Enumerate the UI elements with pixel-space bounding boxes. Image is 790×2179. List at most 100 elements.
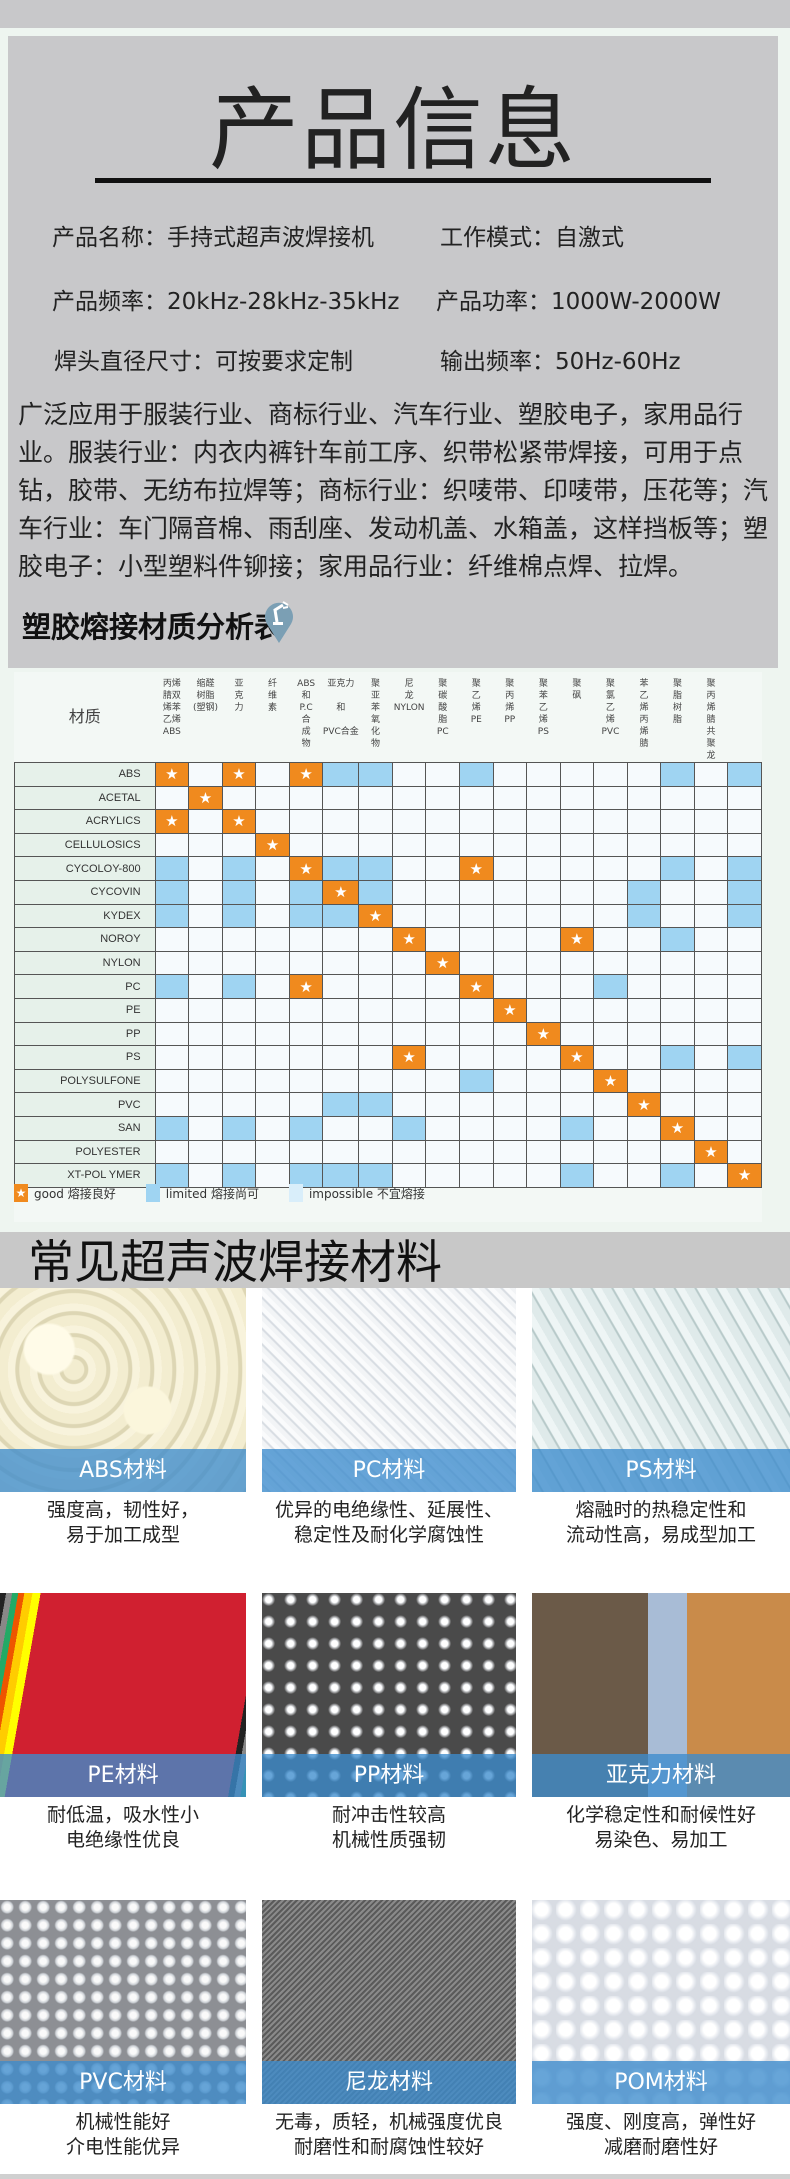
cell-impossible [526, 950, 561, 976]
cell-impossible [425, 1115, 461, 1141]
materials-heading-bar: 常见超声波焊接材料 [0, 1232, 790, 1289]
cell-impossible [526, 762, 561, 787]
row-label: PP [14, 1021, 156, 1047]
cell-limited [727, 762, 762, 787]
cell-impossible [626, 927, 662, 952]
cell-impossible [559, 856, 595, 881]
product-info-panel: 产品信息 产品名称：手持式超声波焊接机 工作模式：自激式 产品频率：20kHz-… [8, 36, 778, 668]
star-icon: ★ [436, 954, 450, 973]
material-name: PP材料 [262, 1754, 516, 1797]
cell-impossible [727, 832, 762, 858]
cell-impossible [459, 1092, 494, 1117]
row-label: NOROY [14, 927, 156, 952]
cell-impossible [593, 1092, 628, 1117]
cell-impossible [188, 927, 223, 952]
cell-limited [288, 879, 324, 905]
cell-impossible [425, 997, 461, 1023]
star-icon: ★ [299, 859, 313, 878]
column-header: 聚 碳 酸 脂 PC [425, 672, 460, 763]
cell-impossible [288, 1068, 324, 1094]
material-photo: PC材料 [262, 1288, 516, 1492]
table-row: CELLULOSICS ★ [14, 832, 762, 858]
cell-impossible [255, 879, 290, 905]
star-icon: ★ [469, 977, 483, 996]
cell-limited [358, 762, 393, 787]
cell-impossible [255, 950, 290, 976]
cell-impossible [255, 1139, 290, 1165]
cell-good: ★ [425, 950, 461, 976]
cell-impossible [358, 809, 393, 834]
cell-impossible [188, 1163, 223, 1188]
cell-impossible [492, 1045, 528, 1070]
cell-impossible [559, 903, 595, 929]
cell-impossible [526, 974, 561, 999]
cell-good: ★ [459, 974, 494, 999]
cell-impossible [693, 832, 729, 858]
cell-impossible [188, 997, 223, 1023]
cell-impossible [559, 809, 595, 834]
cell-impossible [425, 832, 461, 858]
cell-impossible [626, 1163, 662, 1188]
cell-impossible [459, 927, 494, 952]
cell-impossible [255, 809, 290, 834]
legend-label: impossible 不宜熔接 [308, 1186, 425, 1201]
cell-impossible [255, 997, 290, 1023]
cell-limited [154, 974, 190, 999]
cell-impossible [358, 785, 393, 811]
cell-limited [322, 1163, 360, 1188]
cell-impossible [255, 1163, 290, 1188]
material-description: 耐低温，吸水性小 电绝缘性优良 [46, 1804, 199, 1851]
cell-impossible [221, 1092, 257, 1117]
cell-impossible [693, 974, 729, 999]
material-description: 强度高，韧性好， 易于加工成型 [46, 1499, 199, 1546]
cell-impossible [492, 1115, 528, 1141]
cell-impossible [358, 832, 393, 858]
material-card: PC材料 优异的电绝缘性、延展性、 稳定性及耐化学腐蚀性 [262, 1288, 516, 1548]
cell-limited [154, 879, 190, 905]
cell-impossible [660, 809, 695, 834]
cell-good: ★ [255, 832, 290, 858]
cell-limited [288, 1163, 324, 1188]
cell-impossible [559, 1021, 595, 1047]
cell-impossible [425, 1139, 461, 1165]
cell-impossible [358, 997, 393, 1023]
cell-impossible [626, 950, 662, 976]
cell-impossible [188, 1045, 223, 1070]
cell-impossible [626, 1139, 662, 1165]
cell-impossible [660, 1139, 695, 1165]
cell-limited [358, 856, 393, 881]
cell-impossible [255, 927, 290, 952]
cell-impossible [459, 1115, 494, 1141]
cell-impossible [322, 1139, 360, 1165]
table-row: CYCOVIN ★ [14, 879, 762, 905]
cell-limited [727, 879, 762, 905]
material-name: 亚克力材料 [532, 1754, 790, 1797]
cell-limited [221, 856, 257, 881]
cell-impossible [221, 950, 257, 976]
cell-impossible [358, 1068, 393, 1094]
star-icon: ★ [603, 1072, 618, 1091]
cell-impossible [322, 809, 360, 834]
cell-impossible [559, 832, 595, 858]
cell-impossible [559, 974, 595, 999]
star-icon: ★ [165, 765, 179, 784]
star-icon: ★ [265, 836, 280, 855]
material-description: 耐冲击性较高 机械性质强韧 [331, 1804, 446, 1851]
column-header-extra [727, 672, 762, 763]
cell-limited [221, 974, 257, 999]
cell-impossible [526, 832, 561, 858]
cell-impossible [492, 1021, 528, 1047]
cell-impossible [221, 997, 257, 1023]
cell-impossible [626, 974, 662, 999]
cell-limited [559, 1163, 595, 1188]
cell-impossible [727, 1092, 762, 1117]
cell-impossible [459, 809, 494, 834]
material-description: 强度、刚度高，弹性好 减磨耐磨性好 [565, 2111, 756, 2158]
cell-impossible [255, 856, 290, 881]
cell-impossible [188, 1139, 223, 1165]
column-header: 亚 克 力 [222, 672, 256, 763]
cell-good: ★ [391, 927, 427, 952]
row-label: PE [14, 997, 156, 1023]
cell-impossible [660, 1021, 695, 1047]
column-header: 亚克力 和 PVC合金 [322, 672, 359, 763]
